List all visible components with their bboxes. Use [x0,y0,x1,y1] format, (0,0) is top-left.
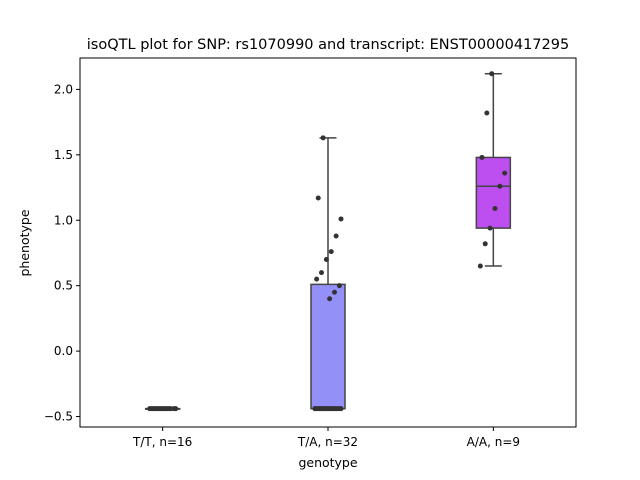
box-group-3 [475,72,512,267]
data-point [160,406,166,412]
data-point [330,406,336,412]
plot-area [144,71,512,412]
data-point [487,225,493,231]
chart-title: isoQTL plot for SNP: rs1070990 and trans… [87,37,569,53]
y-tick-label: 0.0 [54,344,73,358]
y-tick-label: 1.5 [54,148,73,162]
y-tick-label: 1.0 [54,213,73,227]
x-axis-label: genotype [298,455,357,470]
box [475,156,512,229]
data-point [314,276,320,282]
data-point [477,263,483,269]
data-point [333,233,339,239]
data-point [497,183,503,189]
data-point [336,283,342,289]
data-point [317,406,323,412]
points-group-2 [312,135,344,412]
data-point [165,406,171,412]
data-point [173,406,179,412]
data-point [155,406,161,412]
x-tick-label: A/A, n=9 [467,435,520,449]
y-tick-label: −0.5 [44,410,73,424]
y-tick-label: 2.0 [54,82,73,96]
x-tick-label: T/A, n=32 [297,435,358,449]
y-tick-label: 0.5 [54,279,73,293]
data-point [327,296,333,302]
data-point [315,195,321,201]
x-tick-label: T/T, n=16 [132,435,192,449]
data-point [479,154,485,160]
points-group-1 [147,406,179,412]
data-point [489,71,495,77]
data-point [484,110,490,116]
data-point [335,406,341,412]
data-point [312,406,318,412]
box-group-2 [310,137,346,410]
data-point [320,135,326,141]
axes: −0.5 0.0 0.5 1.0 1.5 2.0 T/T, n=16 T/A, n=32 A/A… [44,82,520,449]
data-point [328,249,334,255]
data-point [332,289,337,295]
data-point [502,170,508,176]
data-point [492,205,498,211]
data-point [338,216,344,222]
data-point [325,406,331,412]
y-axis-label: phenotype [17,209,32,276]
points-group-3 [477,71,508,269]
data-point [319,270,324,276]
box [310,283,346,410]
data-point [150,406,156,412]
data-point [482,241,488,247]
data-point [323,257,329,263]
